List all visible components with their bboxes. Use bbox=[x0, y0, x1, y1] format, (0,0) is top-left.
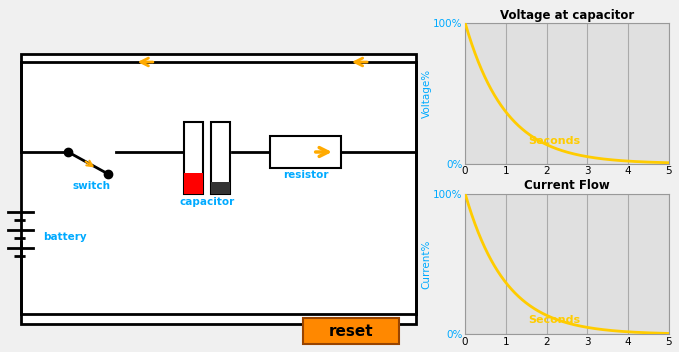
Title: Current Flow: Current Flow bbox=[524, 180, 610, 193]
Bar bbox=[184, 122, 203, 194]
Text: capacitor: capacitor bbox=[179, 197, 235, 207]
Text: resistor: resistor bbox=[283, 170, 329, 180]
Bar bbox=[211, 182, 230, 194]
Bar bbox=[184, 173, 203, 194]
Y-axis label: Voltage%: Voltage% bbox=[422, 69, 431, 118]
Bar bbox=[304, 318, 399, 344]
Text: Seconds: Seconds bbox=[529, 315, 581, 325]
Bar bbox=[211, 122, 230, 194]
Title: Voltage at capacitor: Voltage at capacitor bbox=[500, 9, 634, 22]
Y-axis label: Current%: Current% bbox=[422, 239, 431, 289]
Text: switch: switch bbox=[73, 181, 111, 191]
Text: Seconds: Seconds bbox=[529, 136, 581, 146]
Text: reset: reset bbox=[329, 323, 373, 339]
Bar bbox=[20, 54, 416, 324]
Text: battery: battery bbox=[43, 232, 87, 242]
Bar bbox=[270, 136, 342, 168]
